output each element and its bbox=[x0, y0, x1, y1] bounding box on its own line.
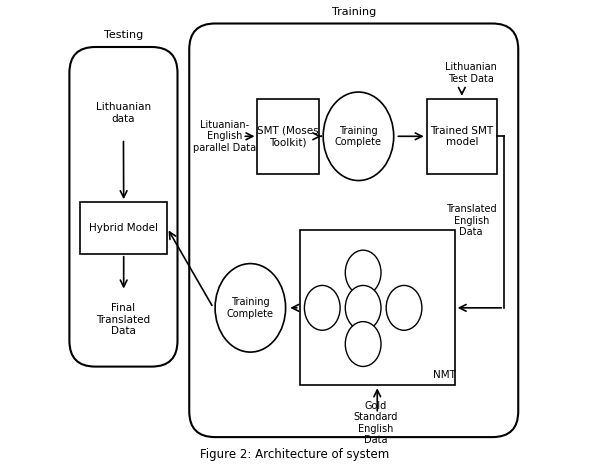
Ellipse shape bbox=[215, 264, 286, 352]
Text: Hybrid Model: Hybrid Model bbox=[89, 223, 158, 233]
Text: Testing: Testing bbox=[104, 30, 143, 40]
Ellipse shape bbox=[386, 285, 422, 330]
Ellipse shape bbox=[345, 250, 381, 295]
Text: Figure 2: Architecture of system: Figure 2: Architecture of system bbox=[201, 447, 389, 461]
Ellipse shape bbox=[323, 92, 394, 180]
Text: Gold
Standard
English
Data: Gold Standard English Data bbox=[353, 400, 398, 446]
Text: SMT (Moses
Toolkit): SMT (Moses Toolkit) bbox=[257, 125, 319, 147]
Text: Lithuanian
Test Data: Lithuanian Test Data bbox=[445, 62, 497, 84]
FancyBboxPatch shape bbox=[189, 24, 518, 437]
Text: Training: Training bbox=[332, 7, 376, 17]
Text: Training
Complete: Training Complete bbox=[227, 297, 274, 319]
Ellipse shape bbox=[304, 285, 340, 330]
Text: Final
Translated
Data: Final Translated Data bbox=[96, 303, 150, 336]
Bar bbox=[257, 99, 319, 174]
Ellipse shape bbox=[345, 285, 381, 330]
Bar bbox=[427, 99, 497, 174]
Text: Translated
English
Data: Translated English Data bbox=[446, 204, 497, 237]
FancyBboxPatch shape bbox=[70, 47, 178, 367]
Ellipse shape bbox=[345, 321, 381, 367]
Text: Training
Complete: Training Complete bbox=[335, 125, 382, 147]
Bar bbox=[80, 202, 167, 254]
Text: Trained SMT
model: Trained SMT model bbox=[430, 125, 493, 147]
Text: NMT: NMT bbox=[433, 370, 456, 380]
Bar bbox=[300, 230, 455, 385]
Text: Lituanian-
English
parallel Data: Lituanian- English parallel Data bbox=[193, 120, 256, 153]
Text: Lithuanian
data: Lithuanian data bbox=[96, 102, 151, 124]
